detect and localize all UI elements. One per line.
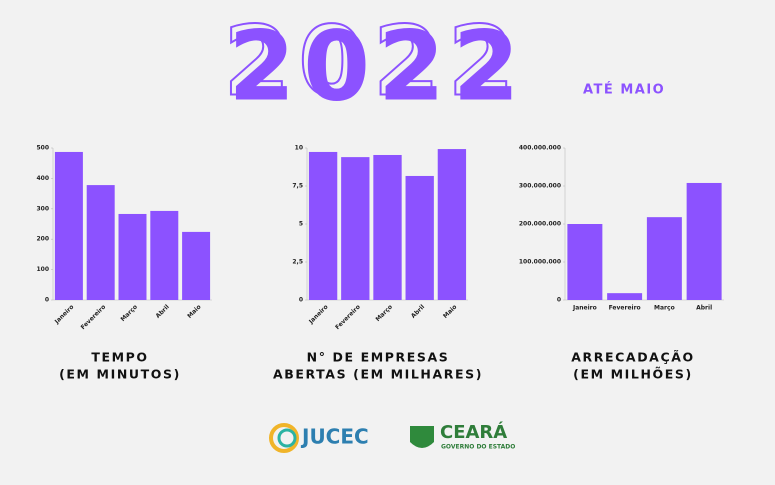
bar bbox=[341, 157, 370, 300]
y-tick-label: 200 bbox=[36, 236, 49, 243]
y-tick-label: 10 bbox=[295, 145, 303, 152]
x-tick-label: Janeiro bbox=[572, 305, 597, 312]
y-tick-label: 300 bbox=[36, 205, 49, 212]
x-tick-label: Abril bbox=[696, 305, 712, 312]
y-tick-label: 2,5 bbox=[292, 259, 303, 266]
chart-title: (EM MINUTOS) bbox=[59, 367, 181, 382]
logo-subtext: GOVERNO DO ESTADO bbox=[441, 444, 515, 451]
x-tick-label: Março bbox=[654, 305, 675, 312]
x-tick-label: Fevereiro bbox=[609, 305, 641, 312]
bar bbox=[373, 154, 402, 300]
y-tick-label: 500 bbox=[36, 145, 49, 152]
y-tick-label: 300.000.000 bbox=[519, 183, 561, 190]
y-tick-label: 0 bbox=[557, 297, 561, 304]
bar bbox=[405, 175, 434, 300]
y-tick-label: 400 bbox=[36, 175, 49, 182]
title: 2022 bbox=[228, 10, 527, 122]
y-tick-label: 0 bbox=[45, 297, 49, 304]
logo-text: JUCEC bbox=[300, 425, 369, 449]
y-tick-label: 100 bbox=[36, 266, 49, 273]
y-tick-label: 0 bbox=[299, 297, 303, 304]
logo-icon bbox=[410, 426, 434, 448]
y-tick-label: 400.000.000 bbox=[519, 145, 561, 152]
bar bbox=[308, 151, 338, 300]
y-tick-label: 100.000.000 bbox=[519, 259, 561, 266]
title-outline: 2022 bbox=[223, 5, 522, 117]
bar bbox=[54, 151, 83, 300]
y-tick-label: 5 bbox=[299, 221, 303, 228]
chart-title: N° DE EMPRESAS bbox=[307, 350, 450, 365]
ceara-logo: CEARÁ GOVERNO DO ESTADO bbox=[410, 421, 515, 451]
chart-title: (EM MILHÕES) bbox=[573, 367, 693, 382]
bar bbox=[150, 210, 179, 300]
logo-icon bbox=[277, 428, 297, 448]
bar bbox=[182, 231, 211, 300]
chart-title: TEMPO bbox=[91, 350, 148, 365]
bar bbox=[437, 149, 467, 300]
y-tick-label: 200.000.000 bbox=[519, 221, 561, 228]
bar bbox=[607, 293, 643, 300]
chart-title: ABERTAS (EM MILHARES) bbox=[273, 367, 483, 382]
logo-text: CEARÁ bbox=[440, 421, 507, 443]
bar bbox=[646, 217, 682, 300]
subtitle: ATÉ MAIO bbox=[583, 82, 665, 98]
logo-icon bbox=[269, 423, 299, 453]
bar bbox=[567, 224, 603, 300]
chart-title: ARRECADAÇÃO bbox=[571, 350, 694, 365]
bar bbox=[86, 185, 115, 300]
bar bbox=[118, 213, 147, 300]
bar bbox=[686, 182, 722, 300]
y-tick-label: 7,5 bbox=[292, 183, 303, 190]
jucec-logo: JUCEC bbox=[269, 423, 369, 453]
